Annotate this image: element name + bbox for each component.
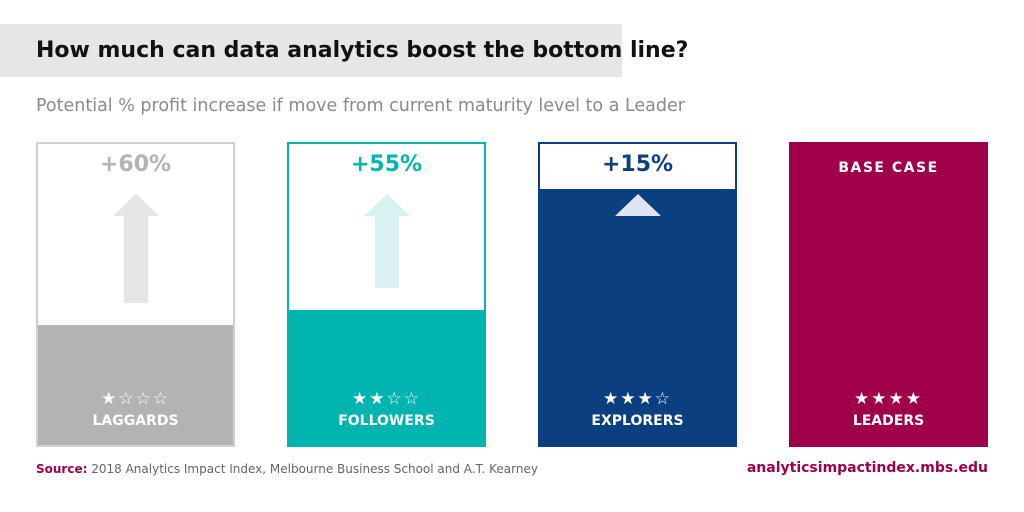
bar-laggards [38,325,233,445]
bar-explorers [540,189,735,445]
arrow-shaft [123,216,148,303]
panel-followers: +55% ★★☆☆ FOLLOWERS [287,142,486,447]
source-label: Source: [36,462,88,476]
source-text: 2018 Analytics Impact Index, Melbourne B… [91,462,538,476]
arrow-head [363,194,410,216]
panel-leaders: BASE CASE ★★★★ LEADERS [789,142,988,447]
category-label-followers: FOLLOWERS [338,413,435,429]
chart-title: How much can data analytics boost the bo… [36,38,689,63]
arrow-head [614,194,661,216]
category-label-explorers: EXPLORERS [591,413,684,429]
chart-subtitle: Potential % profit increase if move from… [36,96,685,116]
up-arrow-icon [363,194,410,288]
value-label-followers: +55% [350,152,423,177]
bar-followers [289,310,484,445]
up-arrow-icon [112,194,159,303]
category-label-laggards: LAGGARDS [92,413,179,429]
title-band [0,24,622,77]
star-rating-followers: ★★☆☆ [352,389,421,409]
panel-explorers: +15% ★★★☆ EXPLORERS [538,142,737,447]
star-rating-laggards: ★☆☆☆ [101,389,170,409]
panel-laggards: +60% ★☆☆☆ LAGGARDS [36,142,235,447]
bar-leaders [791,144,986,445]
arrow-shaft [374,216,399,288]
star-rating-leaders: ★★★★ [854,389,923,409]
source-url-link[interactable]: analyticsimpactindex.mbs.edu [746,460,988,476]
value-label-explorers: +15% [601,152,674,177]
up-arrow-icon [614,194,661,216]
source-note: Source: 2018 Analytics Impact Index, Mel… [36,462,538,476]
value-label-laggards: +60% [99,152,172,177]
category-label-leaders: LEADERS [852,413,925,429]
star-rating-explorers: ★★★☆ [603,389,672,409]
base-case-label: BASE CASE [838,160,939,176]
arrow-head [112,194,159,216]
